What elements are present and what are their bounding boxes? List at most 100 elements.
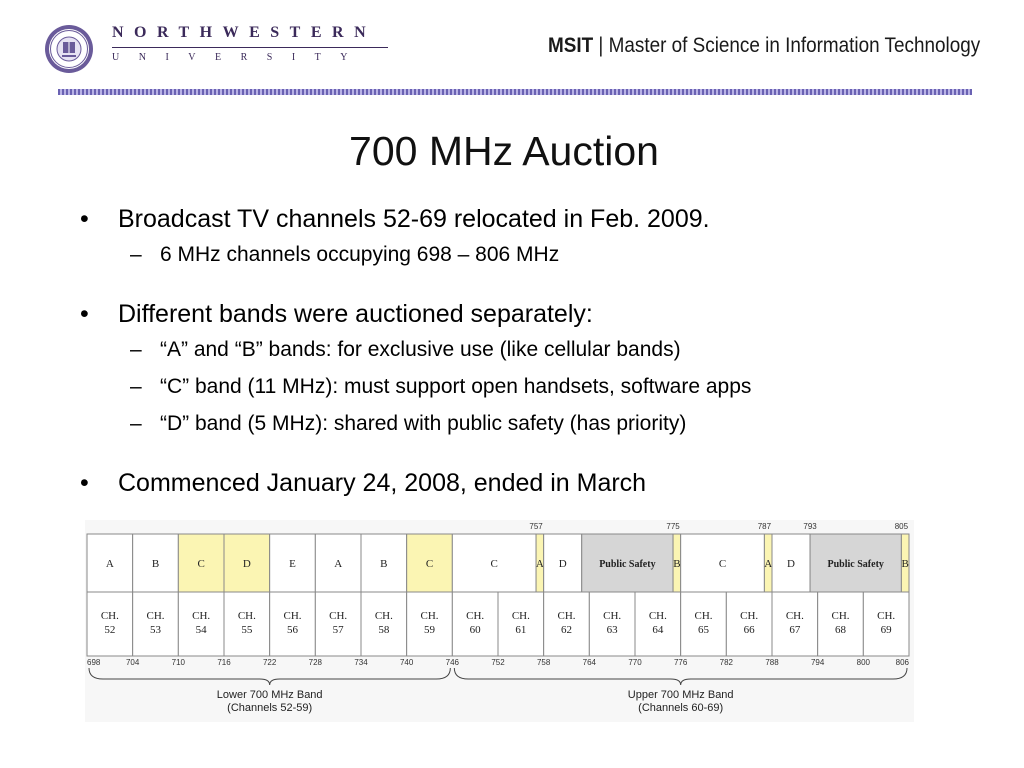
- channel-number: 69: [881, 624, 893, 636]
- bottom-tick-label: 740: [400, 658, 414, 667]
- university-wordmark: NORTHWESTERN UNIVERSITY: [112, 24, 388, 63]
- spectrum-chart: A B C D E A B C C A D Public Safety B C A D Public Safet…: [85, 520, 914, 722]
- channel-number: 61: [515, 624, 526, 636]
- band-label: D: [559, 558, 567, 570]
- bottom-tick-label: 770: [628, 658, 642, 667]
- bottom-tick-label: 716: [217, 658, 231, 667]
- sub-bullet-text: “D” band (5 MHz): shared with public saf…: [160, 412, 687, 435]
- band-cell: [360, 533, 408, 593]
- top-tick-label: 757: [529, 522, 543, 531]
- channel-label: CH.: [420, 610, 438, 622]
- channel-label: CH.: [329, 610, 347, 622]
- bottom-tick-label: 734: [354, 658, 368, 667]
- channel-cell: [132, 591, 179, 657]
- band-label: B: [152, 558, 159, 570]
- bottom-tick-label: 794: [811, 658, 825, 667]
- band-cell: [771, 533, 811, 593]
- channel-number: 59: [424, 624, 436, 636]
- university-seal-icon: [45, 25, 93, 73]
- bottom-tick-label: 764: [583, 658, 597, 667]
- group-sublabel: (Channels 60-69): [638, 702, 723, 714]
- sub-bullet-item: – 6 MHz channels occupying 698 – 806 MHz: [78, 236, 958, 273]
- channel-number: 58: [378, 624, 390, 636]
- top-tick-label: 793: [803, 522, 817, 531]
- bottom-tick-label: 776: [674, 658, 688, 667]
- wordmark-top: NORTHWESTERN: [112, 24, 377, 41]
- channel-number: 68: [835, 624, 847, 636]
- bottom-tick-label: 788: [765, 658, 779, 667]
- group-label: Upper 700 MHz Band: [628, 689, 734, 701]
- sub-bullet-mark: –: [130, 375, 142, 398]
- channel-cell: [543, 591, 590, 657]
- channel-label: CH.: [557, 610, 575, 622]
- channel-label: CH.: [375, 610, 393, 622]
- sub-bullet-item: – “C” band (11 MHz): must support open h…: [78, 368, 958, 405]
- channel-number: 55: [241, 624, 253, 636]
- band-label: D: [243, 558, 251, 570]
- bottom-tick-label: 698: [87, 658, 101, 667]
- sub-bullet-text: “A” and “B” bands: for exclusive use (li…: [160, 338, 681, 361]
- bottom-tick-label: 800: [857, 658, 871, 667]
- bullet-item: • Broadcast TV channels 52-69 relocated …: [78, 202, 958, 236]
- band-cell: [809, 533, 902, 593]
- channel-number: 67: [789, 624, 801, 636]
- bullet-mark: •: [80, 300, 89, 328]
- top-tick-label: 787: [758, 522, 772, 531]
- channel-label: CH.: [283, 610, 301, 622]
- program-separator: |: [598, 34, 604, 57]
- channel-label: CH.: [466, 610, 484, 622]
- channel-cell: [588, 591, 636, 657]
- channel-cell: [634, 591, 682, 657]
- bullet-mark: •: [80, 205, 89, 233]
- band-label: B: [380, 558, 387, 570]
- channel-number: 63: [607, 624, 619, 636]
- channel-label: CH.: [603, 610, 621, 622]
- channel-number: 62: [561, 624, 572, 636]
- bottom-tick-label: 806: [896, 658, 910, 667]
- bullet-list: • Broadcast TV channels 52-69 relocated …: [78, 202, 958, 500]
- band-label: C: [197, 558, 204, 570]
- band-label: C: [426, 558, 433, 570]
- program-header: MSIT | Master of Science in Information …: [548, 34, 980, 58]
- sub-bullet-item: – “A” and “B” bands: for exclusive use (…: [78, 331, 958, 368]
- channel-label: CH.: [740, 610, 758, 622]
- wordmark-bottom: UNIVERSITY: [112, 52, 367, 63]
- band-label: C: [719, 558, 726, 570]
- bottom-tick-label: 758: [537, 658, 551, 667]
- bullet-mark: •: [80, 469, 89, 497]
- group-brace: [453, 667, 908, 686]
- band-label: B: [673, 558, 680, 570]
- band-label: Public Safety: [599, 559, 655, 570]
- bottom-tick-label: 728: [309, 658, 323, 667]
- channel-number: 54: [196, 624, 208, 636]
- band-cell: [314, 533, 362, 593]
- top-tick-label: 805: [895, 522, 909, 531]
- band-label: B: [902, 558, 909, 570]
- channel-cell: [725, 591, 773, 657]
- bottom-tick-label: 752: [491, 658, 505, 667]
- band-label: A: [764, 558, 772, 570]
- group-label: Lower 700 MHz Band: [217, 689, 323, 701]
- channel-label: CH.: [694, 610, 712, 622]
- channel-number: 66: [744, 624, 756, 636]
- top-tick-label: 775: [666, 522, 680, 531]
- channel-number: 53: [150, 624, 162, 636]
- channel-label: CH.: [192, 610, 210, 622]
- sub-bullet-item: – “D” band (5 MHz): shared with public s…: [78, 405, 958, 442]
- channel-cell: [360, 591, 408, 657]
- bullet-text: Broadcast TV channels 52-69 relocated in…: [118, 205, 710, 233]
- channel-label: CH.: [831, 610, 849, 622]
- bullet-text: Commenced January 24, 2008, ended in Mar…: [118, 469, 647, 497]
- sub-bullet-mark: –: [130, 412, 142, 435]
- channel-label: CH.: [649, 610, 667, 622]
- channel-number: 57: [333, 624, 345, 636]
- band-label: E: [289, 558, 296, 570]
- channel-label: CH.: [512, 610, 530, 622]
- bottom-tick-label: 722: [263, 658, 277, 667]
- bottom-tick-label: 746: [446, 658, 460, 667]
- sub-bullet-text: 6 MHz channels occupying 698 – 806 MHz: [160, 243, 560, 266]
- channel-number: 64: [652, 624, 664, 636]
- channel-number: 52: [104, 624, 115, 636]
- sub-bullet-mark: –: [130, 338, 142, 361]
- channel-cell: [497, 591, 545, 657]
